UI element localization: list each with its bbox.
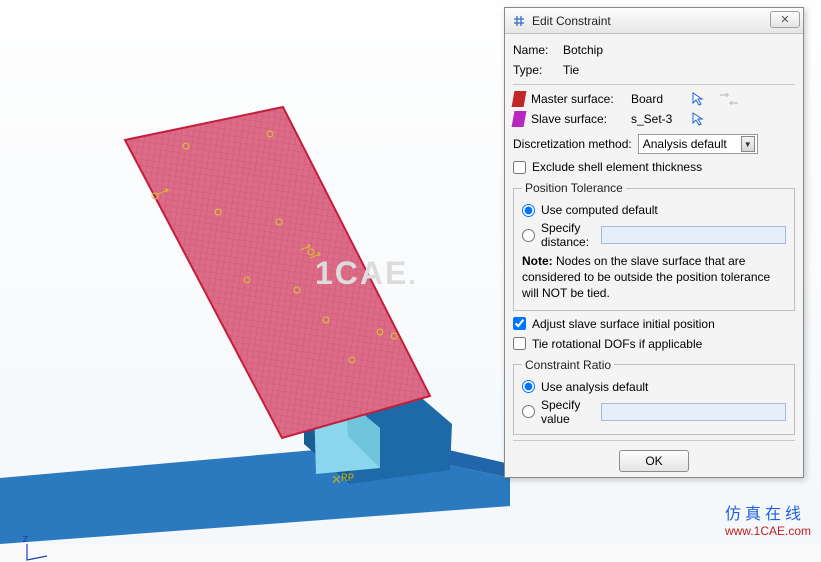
dialog-titlebar[interactable]: Edit Constraint ✕ xyxy=(505,8,803,34)
master-label: Master surface: xyxy=(531,92,631,106)
close-button[interactable]: ✕ xyxy=(770,11,800,28)
ok-button[interactable]: OK xyxy=(619,450,689,472)
pt-specify-label: Specify distance: xyxy=(541,221,597,249)
cr-specify-radio[interactable] xyxy=(522,405,535,418)
tie-rot-checkbox[interactable] xyxy=(513,337,526,350)
rp-label: RP xyxy=(341,473,354,485)
cr-default-label: Use analysis default xyxy=(541,380,648,394)
type-label: Type: xyxy=(513,63,563,77)
tie-rot-label: Tie rotational DOFs if applicable xyxy=(532,337,702,351)
dialog-title: Edit Constraint xyxy=(532,14,611,28)
exclude-shell-checkbox[interactable] xyxy=(513,161,526,174)
pick-master-icon[interactable] xyxy=(689,90,707,108)
pt-distance-input[interactable] xyxy=(601,226,786,244)
cr-default-radio[interactable] xyxy=(522,380,535,393)
name-value: Botchip xyxy=(563,43,603,57)
pt-specify-radio[interactable] xyxy=(522,229,535,242)
slave-swatch xyxy=(512,111,527,127)
pick-slave-icon[interactable] xyxy=(689,110,707,128)
cr-value-input[interactable] xyxy=(601,403,786,421)
chevron-down-icon: ▼ xyxy=(741,136,755,152)
swap-surfaces-icon[interactable] xyxy=(717,91,741,107)
pt-note: Note: Nodes on the slave surface that ar… xyxy=(522,253,786,302)
pt-default-label: Use computed default xyxy=(541,203,658,217)
type-value: Tie xyxy=(563,63,579,77)
master-swatch xyxy=(512,91,527,107)
adjust-slave-checkbox[interactable] xyxy=(513,317,526,330)
discretization-value: Analysis default xyxy=(643,137,727,151)
adjust-slave-label: Adjust slave surface initial position xyxy=(532,317,715,331)
discretization-dropdown[interactable]: Analysis default ▼ xyxy=(638,134,758,154)
slave-label: Slave surface: xyxy=(531,112,631,126)
constraint-ratio-group: Constraint Ratio Use analysis default Sp… xyxy=(513,358,795,435)
edit-constraint-dialog: Edit Constraint ✕ Name:Botchip Type: Tie … xyxy=(504,7,804,478)
exclude-shell-label: Exclude shell element thickness xyxy=(532,160,702,174)
position-tolerance-group: Position Tolerance Use computed default … xyxy=(513,181,795,311)
constraint-icon xyxy=(511,13,527,29)
discretization-label: Discretization method: xyxy=(513,137,632,151)
cr-specify-label: Specify value xyxy=(541,398,597,426)
pt-default-radio[interactable] xyxy=(522,204,535,217)
constraint-ratio-legend: Constraint Ratio xyxy=(522,358,614,372)
name-label: Name: xyxy=(513,43,563,57)
slave-value: s_Set-3 xyxy=(631,112,687,126)
position-tolerance-legend: Position Tolerance xyxy=(522,181,626,195)
master-value: Board xyxy=(631,92,687,106)
